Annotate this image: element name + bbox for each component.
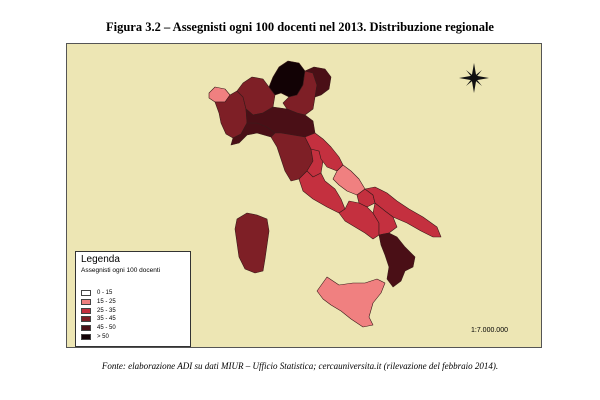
legend-item: 0 - 15: [81, 289, 116, 298]
legend-label: 25 - 35: [97, 307, 116, 314]
legend-title: Legenda: [81, 254, 120, 265]
region-campania: [338, 200, 380, 240]
region-emilia-romagna: [245, 106, 316, 138]
legend-items: 0 - 15 15 - 25 25 - 35 35 - 45 45 - 50 > 50: [81, 289, 116, 341]
legend-item: 35 - 45: [81, 315, 116, 324]
legend-item: 15 - 25: [81, 298, 116, 307]
legend-label: 15 - 25: [97, 299, 116, 306]
legend-subtitle: Assegnisti ogni 100 docenti: [81, 267, 161, 274]
legend-item: > 50: [81, 332, 116, 341]
region-sardegna: [234, 212, 270, 274]
legend-label: 35 - 45: [97, 316, 116, 323]
map-legend: Legenda Assegnisti ogni 100 docenti 0 - …: [75, 251, 191, 347]
figure-title: Figura 3.2 – Assegnisti ogni 100 docenti…: [106, 20, 494, 34]
region-lazio: [298, 170, 346, 214]
legend-item: 45 - 50: [81, 324, 116, 333]
map-panel: Legenda Assegnisti ogni 100 docenti 0 - …: [66, 43, 542, 348]
region-calabria: [378, 232, 416, 288]
legend-swatch: [81, 299, 91, 306]
choropleth-map: [208, 60, 489, 328]
legend-label: 0 - 15: [97, 290, 113, 297]
source-note: Fonte: elaborazione ADI su dati MIUR – U…: [101, 361, 499, 371]
legend-swatch: [81, 333, 91, 340]
legend-swatch: [81, 307, 91, 314]
region-friuli-venezia-giulia: [304, 66, 332, 98]
legend-label: > 50: [97, 333, 109, 340]
legend-item: 25 - 35: [81, 306, 116, 315]
legend-label: 45 - 50: [97, 325, 116, 332]
legend-swatch: [81, 316, 91, 323]
region-lombardia: [236, 76, 276, 116]
compass-rose-icon: [459, 63, 489, 93]
region-basilicata: [372, 202, 398, 236]
legend-swatch: [81, 290, 91, 297]
legend-swatch: [81, 325, 91, 332]
region-sicilia: [316, 276, 386, 328]
map-scale: 1:7.000.000: [471, 327, 508, 334]
